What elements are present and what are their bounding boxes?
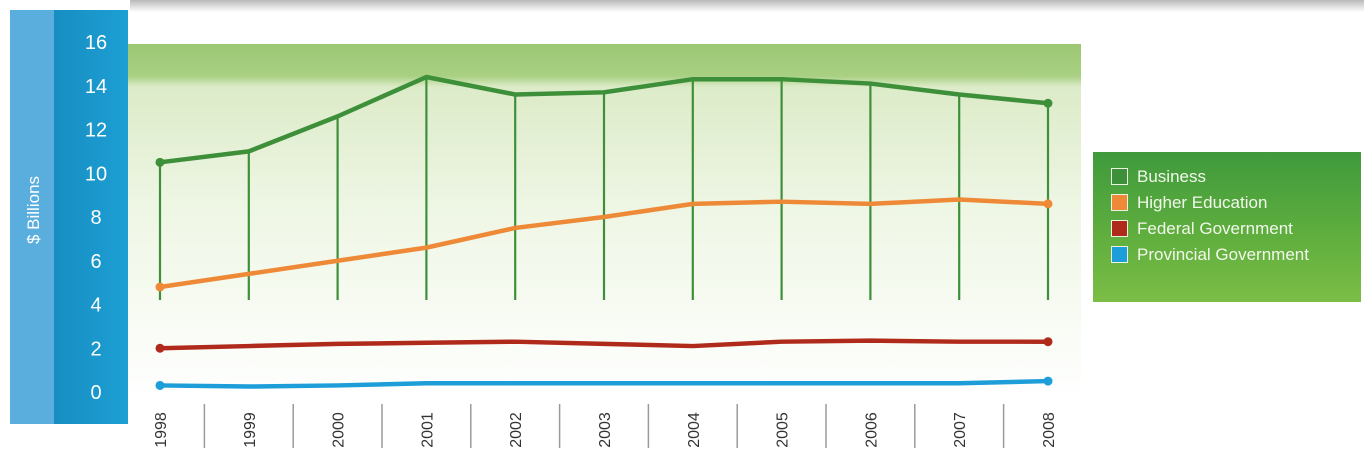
y-tick-label: 6 xyxy=(90,251,101,273)
x-tick-label-1999: 1999 xyxy=(242,412,259,448)
x-tick-label-2002: 2002 xyxy=(508,412,525,448)
legend-item-federal-government: Federal Government xyxy=(1111,218,1361,239)
x-tick-label-2003: 2003 xyxy=(597,412,614,448)
data-point-0-1998 xyxy=(155,157,165,167)
legend-swatch xyxy=(1111,246,1128,263)
legend-item-higher-education: Higher Education xyxy=(1111,192,1361,213)
legend-item-provincial-government: Provincial Government xyxy=(1111,244,1361,265)
data-point-3-1998 xyxy=(155,380,165,390)
legend-label: Business xyxy=(1137,167,1206,186)
legend: Business Higher Education Federal Governme… xyxy=(1093,152,1361,302)
x-tick-label-2001: 2001 xyxy=(419,412,436,448)
x-tick-label-2005: 2005 xyxy=(775,412,792,448)
y-axis-label-strip xyxy=(10,10,54,424)
data-point-1-1998 xyxy=(155,282,165,292)
data-point-3-2008 xyxy=(1043,376,1053,386)
data-point-0-2008 xyxy=(1043,98,1053,108)
x-tick-label-2000: 2000 xyxy=(331,412,348,448)
y-axis-panel xyxy=(54,10,128,424)
y-tick-label: 16 xyxy=(85,32,107,54)
legend-swatch xyxy=(1111,194,1128,211)
y-axis-title: $ Billions xyxy=(24,176,43,244)
legend-label: Provincial Government xyxy=(1137,245,1309,264)
x-tick-label-2004: 2004 xyxy=(686,412,703,448)
legend-swatch xyxy=(1111,220,1128,237)
legend-swatch xyxy=(1111,168,1128,185)
y-tick-label: 8 xyxy=(90,207,101,229)
x-tick-label-2007: 2007 xyxy=(952,412,969,448)
y-tick-label: 10 xyxy=(85,163,107,185)
legend-label: Federal Government xyxy=(1137,219,1293,238)
top-shadow-band xyxy=(130,0,1364,12)
x-tick-label-2008: 2008 xyxy=(1041,412,1058,448)
y-tick-label: 2 xyxy=(90,338,101,360)
data-point-2-2008 xyxy=(1043,337,1053,347)
y-tick-label: 14 xyxy=(85,76,107,98)
legend-item-business: Business xyxy=(1111,166,1361,187)
y-tick-label: 4 xyxy=(90,295,101,317)
data-point-1-2008 xyxy=(1043,199,1053,209)
data-point-2-1998 xyxy=(155,343,165,353)
x-tick-label-1998: 1998 xyxy=(153,412,170,448)
y-tick-label: 12 xyxy=(85,120,107,142)
legend-label: Higher Education xyxy=(1137,193,1268,212)
x-tick-label-2006: 2006 xyxy=(863,412,880,448)
y-tick-label: 0 xyxy=(90,382,101,404)
